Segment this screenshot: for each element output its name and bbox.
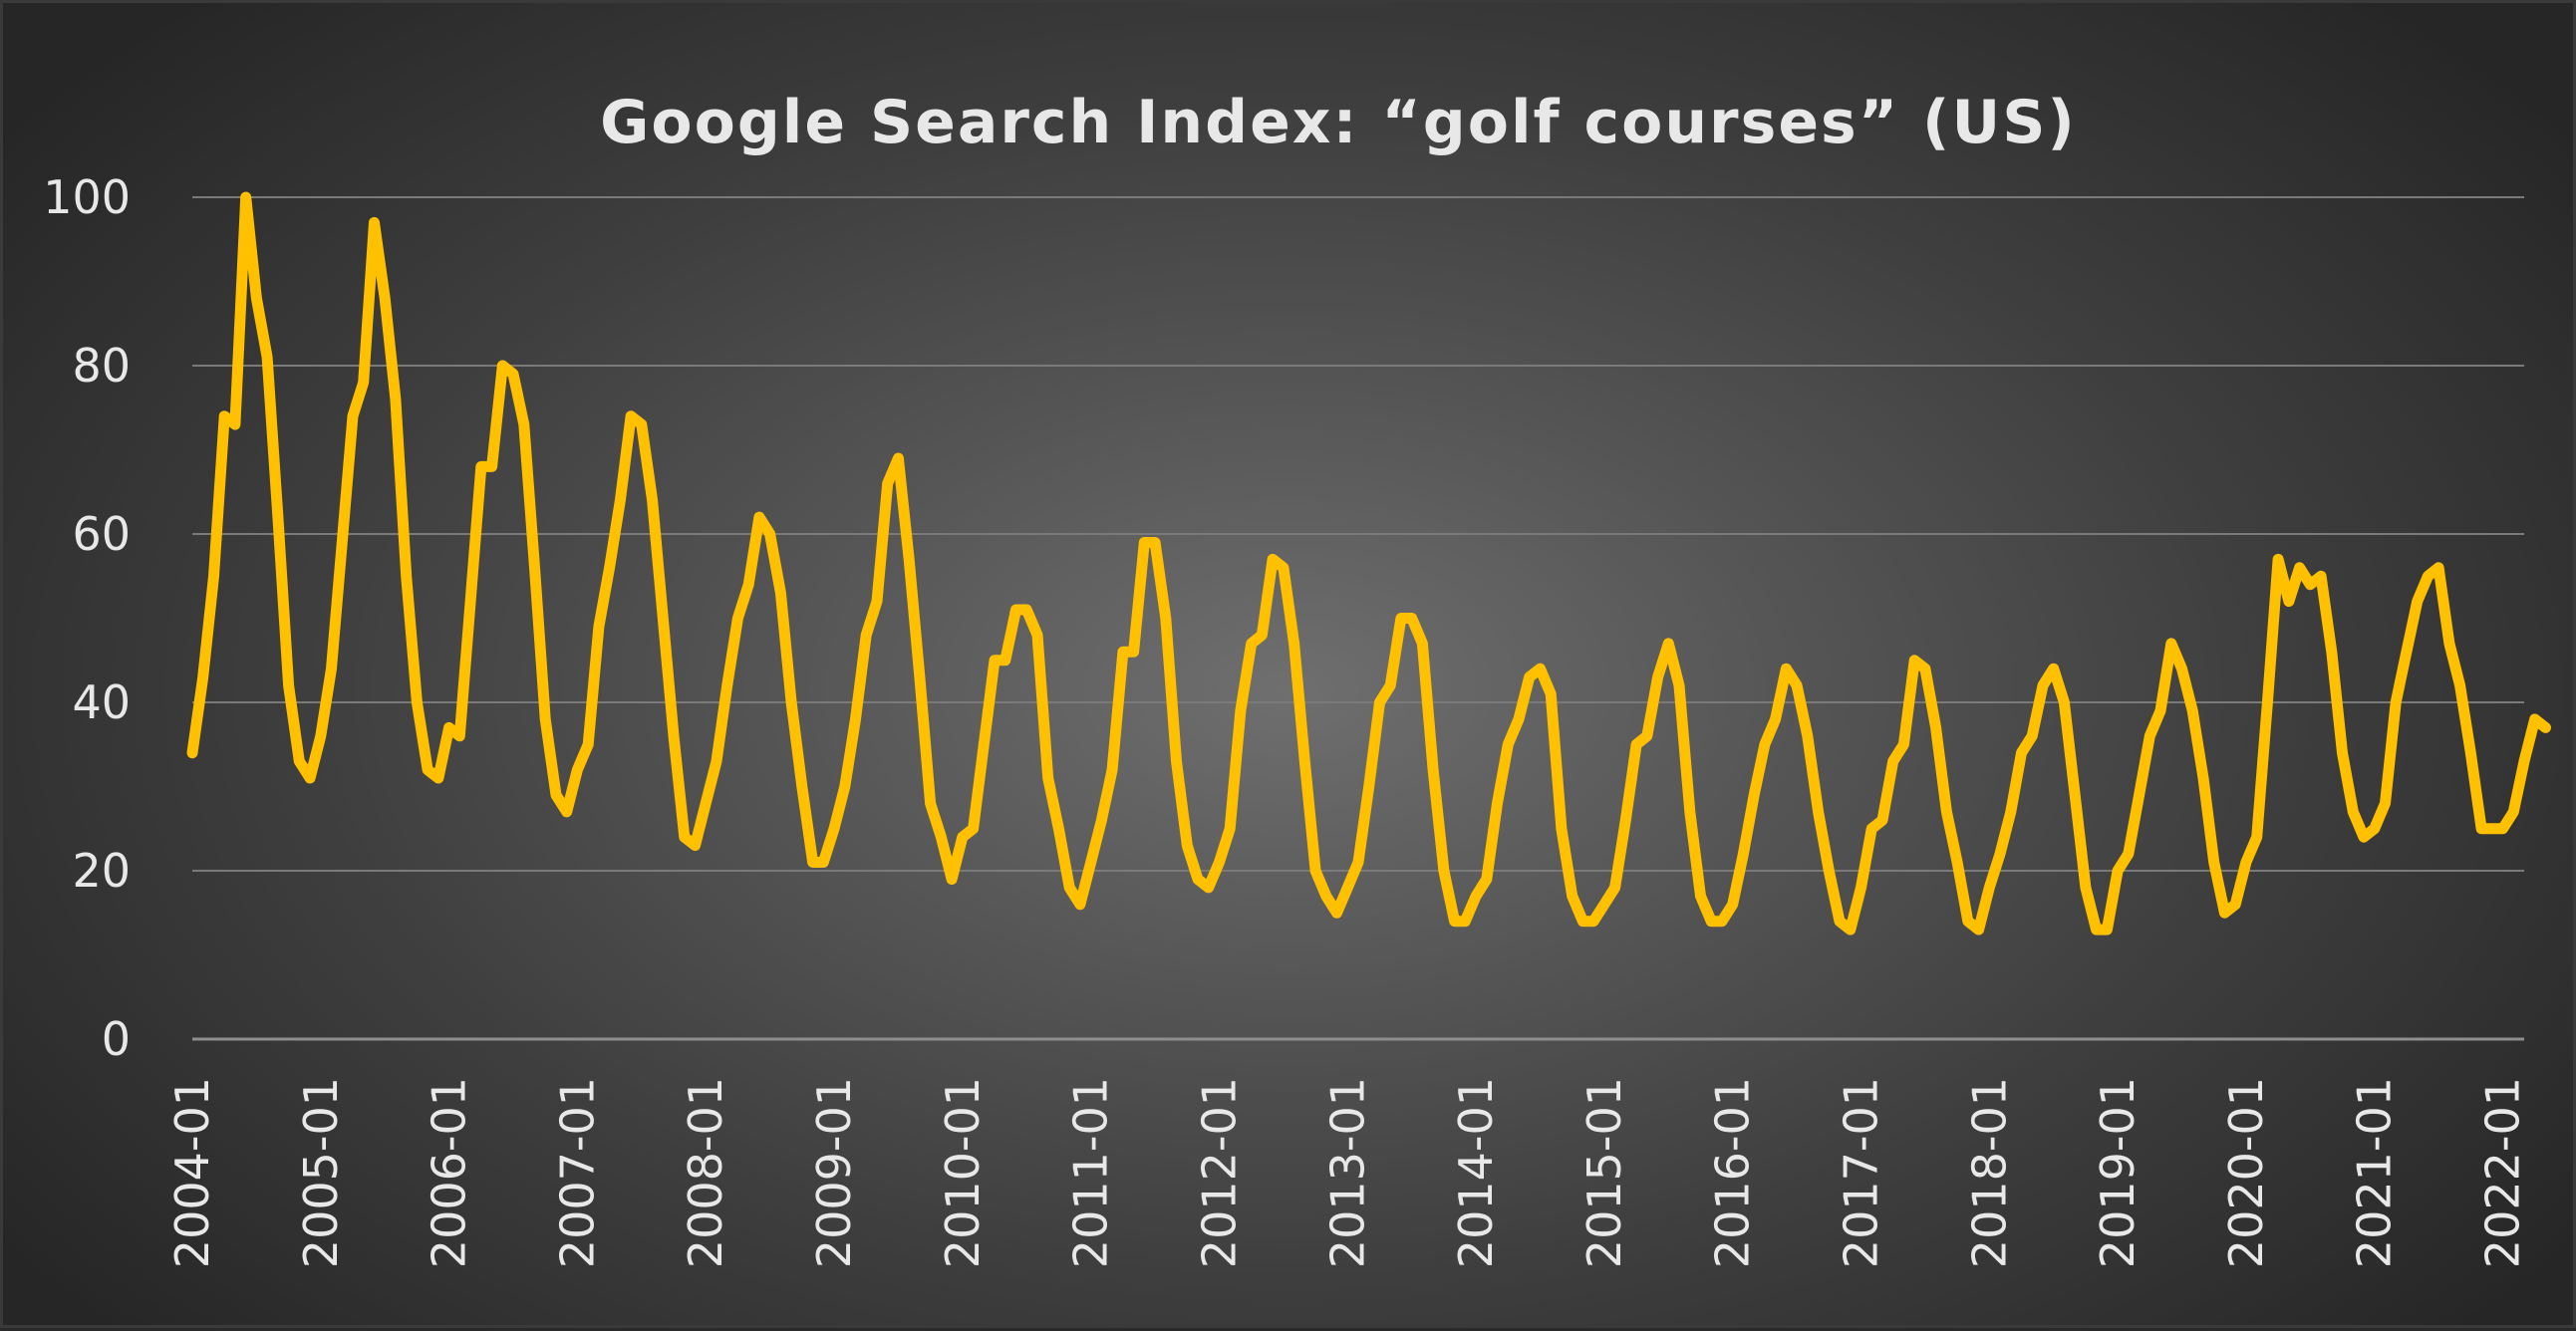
x-tick-label-2017-01: 2017-01 xyxy=(1834,1077,1887,1268)
y-tick-label-60: 60 xyxy=(72,507,131,561)
y-tick-label-0: 0 xyxy=(102,1012,131,1066)
x-tick-label-2020-01: 2020-01 xyxy=(2219,1077,2273,1268)
chart-title: Google Search Index: “golf courses” (US) xyxy=(600,88,2077,157)
x-tick-label-2010-01: 2010-01 xyxy=(936,1077,990,1268)
x-tick-label-2019-01: 2019-01 xyxy=(2091,1077,2145,1268)
x-tick-label-2008-01: 2008-01 xyxy=(679,1077,732,1268)
y-tick-label-40: 40 xyxy=(72,675,131,729)
x-tick-label-2007-01: 2007-01 xyxy=(550,1077,604,1268)
y-tick-label-100: 100 xyxy=(43,170,131,224)
y-tick-label-20: 20 xyxy=(72,844,131,898)
x-tick-label-2011-01: 2011-01 xyxy=(1064,1077,1118,1268)
x-tick-label-2006-01: 2006-01 xyxy=(423,1077,476,1268)
x-tick-label-2015-01: 2015-01 xyxy=(1577,1077,1631,1268)
gridlines xyxy=(192,196,2524,1041)
x-tick-label-2022-01: 2022-01 xyxy=(2476,1077,2530,1268)
x-tick-label-2021-01: 2021-01 xyxy=(2348,1077,2402,1268)
x-tick-label-2013-01: 2013-01 xyxy=(1320,1077,1374,1268)
x-tick-label-2014-01: 2014-01 xyxy=(1449,1077,1503,1268)
x-tick-label-2012-01: 2012-01 xyxy=(1192,1077,1246,1268)
x-tick-label-2009-01: 2009-01 xyxy=(807,1077,861,1268)
x-tick-label-2018-01: 2018-01 xyxy=(1962,1077,2016,1268)
y-tick-label-80: 80 xyxy=(72,339,131,393)
x-tick-label-2005-01: 2005-01 xyxy=(294,1077,348,1268)
series-layer xyxy=(186,191,2551,935)
y-axis-tick-labels: 0 20 40 60 80 100 xyxy=(43,170,131,1066)
x-tick-label-2016-01: 2016-01 xyxy=(1706,1077,1760,1268)
x-tick-label-2004-01: 2004-01 xyxy=(165,1077,219,1268)
x-axis-tick-labels: 2004-01 2005-01 2006-01 2007-01 2008-01 2009-… xyxy=(165,1077,2530,1268)
series-line xyxy=(186,191,2551,935)
line-chart: Google Search Index: “golf courses” (US)… xyxy=(43,88,2551,1268)
